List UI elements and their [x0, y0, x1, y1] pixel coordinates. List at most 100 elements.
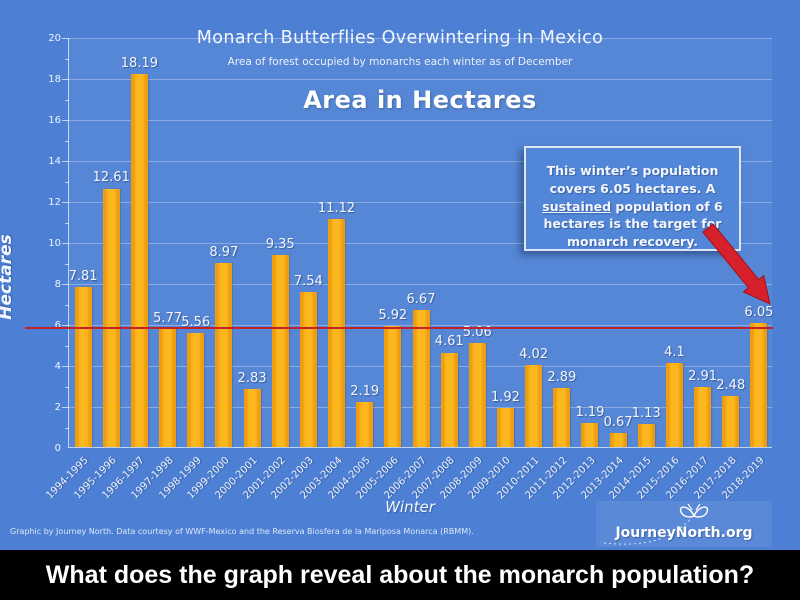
bar [637, 423, 655, 447]
y-axis-tick [62, 284, 69, 285]
bar [694, 387, 712, 447]
y-axis-tick [62, 79, 69, 80]
y-axis-label: 2 [54, 402, 61, 413]
bar [102, 188, 120, 447]
y-axis-tick [65, 427, 69, 429]
bar-value-label: 11.12 [317, 201, 356, 217]
bar-value-label: 2.89 [547, 369, 577, 385]
bar [74, 286, 92, 447]
bar-value-label: 2.19 [350, 384, 380, 400]
y-axis-label: 20 [48, 33, 61, 44]
bar [215, 263, 233, 447]
bar [328, 219, 346, 447]
bar [412, 310, 430, 447]
bar [130, 74, 148, 447]
chart-subtitle: Area of forest occupied by monarchs each… [227, 56, 573, 68]
y-axis-tick [65, 263, 69, 265]
y-axis-title: Hectares [0, 234, 16, 320]
y-axis-tick [62, 38, 69, 39]
butterfly-icon [603, 503, 709, 545]
bar [722, 396, 740, 447]
y-axis-tick [62, 325, 69, 326]
bar-value-label: 0.67 [603, 415, 633, 431]
y-axis-tick [62, 366, 69, 367]
chart-title: Monarch Butterflies Overwintering in Mex… [196, 28, 604, 48]
bar [553, 387, 571, 447]
bar-value-label: 7.54 [293, 274, 323, 290]
bar-value-label: 9.35 [265, 237, 295, 253]
chart-heading: Area in Hectares [303, 86, 537, 114]
bar-value-label: 2.83 [237, 370, 267, 386]
bar [750, 322, 768, 447]
bar-value-label: 1.92 [490, 389, 520, 405]
gridline [69, 202, 772, 203]
bar-value-label: 6.67 [406, 292, 436, 308]
y-axis-tick [62, 407, 69, 408]
gridline [69, 38, 772, 39]
bar-value-label: 2.91 [688, 369, 718, 385]
y-axis-tick [65, 386, 69, 388]
bar-value-label: 1.13 [631, 405, 661, 421]
bar [496, 407, 514, 447]
question-text: What does the graph reveal about the mon… [45, 561, 755, 589]
y-axis-label: 0 [54, 443, 61, 454]
y-axis-label: 4 [54, 361, 61, 372]
y-axis-label: 14 [48, 156, 61, 167]
bar [243, 389, 261, 447]
y-axis-tick [65, 222, 69, 224]
bar [665, 362, 683, 447]
bar-value-label: 18.19 [120, 56, 158, 72]
bar [384, 325, 402, 447]
y-axis-tick [62, 202, 69, 203]
x-axis-title: Winter [385, 498, 435, 516]
bar [159, 328, 177, 447]
y-axis-tick [62, 120, 69, 121]
bar [440, 352, 458, 447]
journeynorth-logo: JourneyNorth.org [596, 501, 772, 547]
bar-value-label: 12.61 [92, 170, 130, 186]
annotation-text: This winter’s population covers 6.05 hec… [542, 163, 723, 249]
y-axis-tick [65, 345, 69, 347]
bar [187, 333, 205, 447]
gridline [69, 120, 772, 121]
y-axis-tick [65, 140, 69, 142]
logo-text: JourneyNorth.org [615, 525, 753, 541]
y-axis-label: 16 [48, 115, 61, 126]
gridline [69, 243, 772, 244]
y-axis-tick [65, 304, 69, 306]
bar-value-label: 6.05 [744, 304, 774, 320]
bar [299, 292, 317, 447]
annotation-box: This winter’s population covers 6.05 hec… [524, 146, 741, 251]
gridline [69, 284, 772, 285]
bar-value-label: 2.48 [716, 378, 746, 394]
bar-value-label: 4.02 [519, 346, 549, 362]
y-axis-tick [65, 58, 69, 60]
y-axis-tick [65, 99, 69, 101]
bar-value-label: 7.81 [68, 268, 98, 284]
bar-value-label: 5.92 [378, 307, 408, 323]
bar [609, 433, 627, 447]
bar-value-label: 8.97 [209, 245, 239, 261]
gridline [69, 79, 772, 80]
y-axis-label: 10 [48, 238, 61, 249]
gridline [69, 161, 772, 162]
question-bar: What does the graph reveal about the mon… [0, 550, 800, 600]
red-arrow-icon [702, 223, 771, 305]
bar-value-label: 4.61 [434, 334, 464, 350]
y-axis-tick [62, 161, 69, 162]
bar-value-label: 5.77 [153, 310, 183, 326]
target-reference-line [25, 327, 773, 330]
bar [271, 255, 289, 447]
underlined-word: sustained [542, 198, 612, 214]
bar [356, 402, 374, 447]
bar-value-label: 5.56 [181, 315, 211, 331]
bar-value-label: 4.1 [664, 344, 685, 360]
footer-credit: Graphic by Journey North. Data courtesy … [10, 527, 474, 536]
y-axis-label: 18 [48, 74, 61, 85]
bar [468, 343, 486, 447]
bar [581, 422, 599, 447]
y-axis-tick [62, 243, 69, 244]
bar [525, 364, 543, 447]
y-axis-label: 12 [48, 197, 61, 208]
